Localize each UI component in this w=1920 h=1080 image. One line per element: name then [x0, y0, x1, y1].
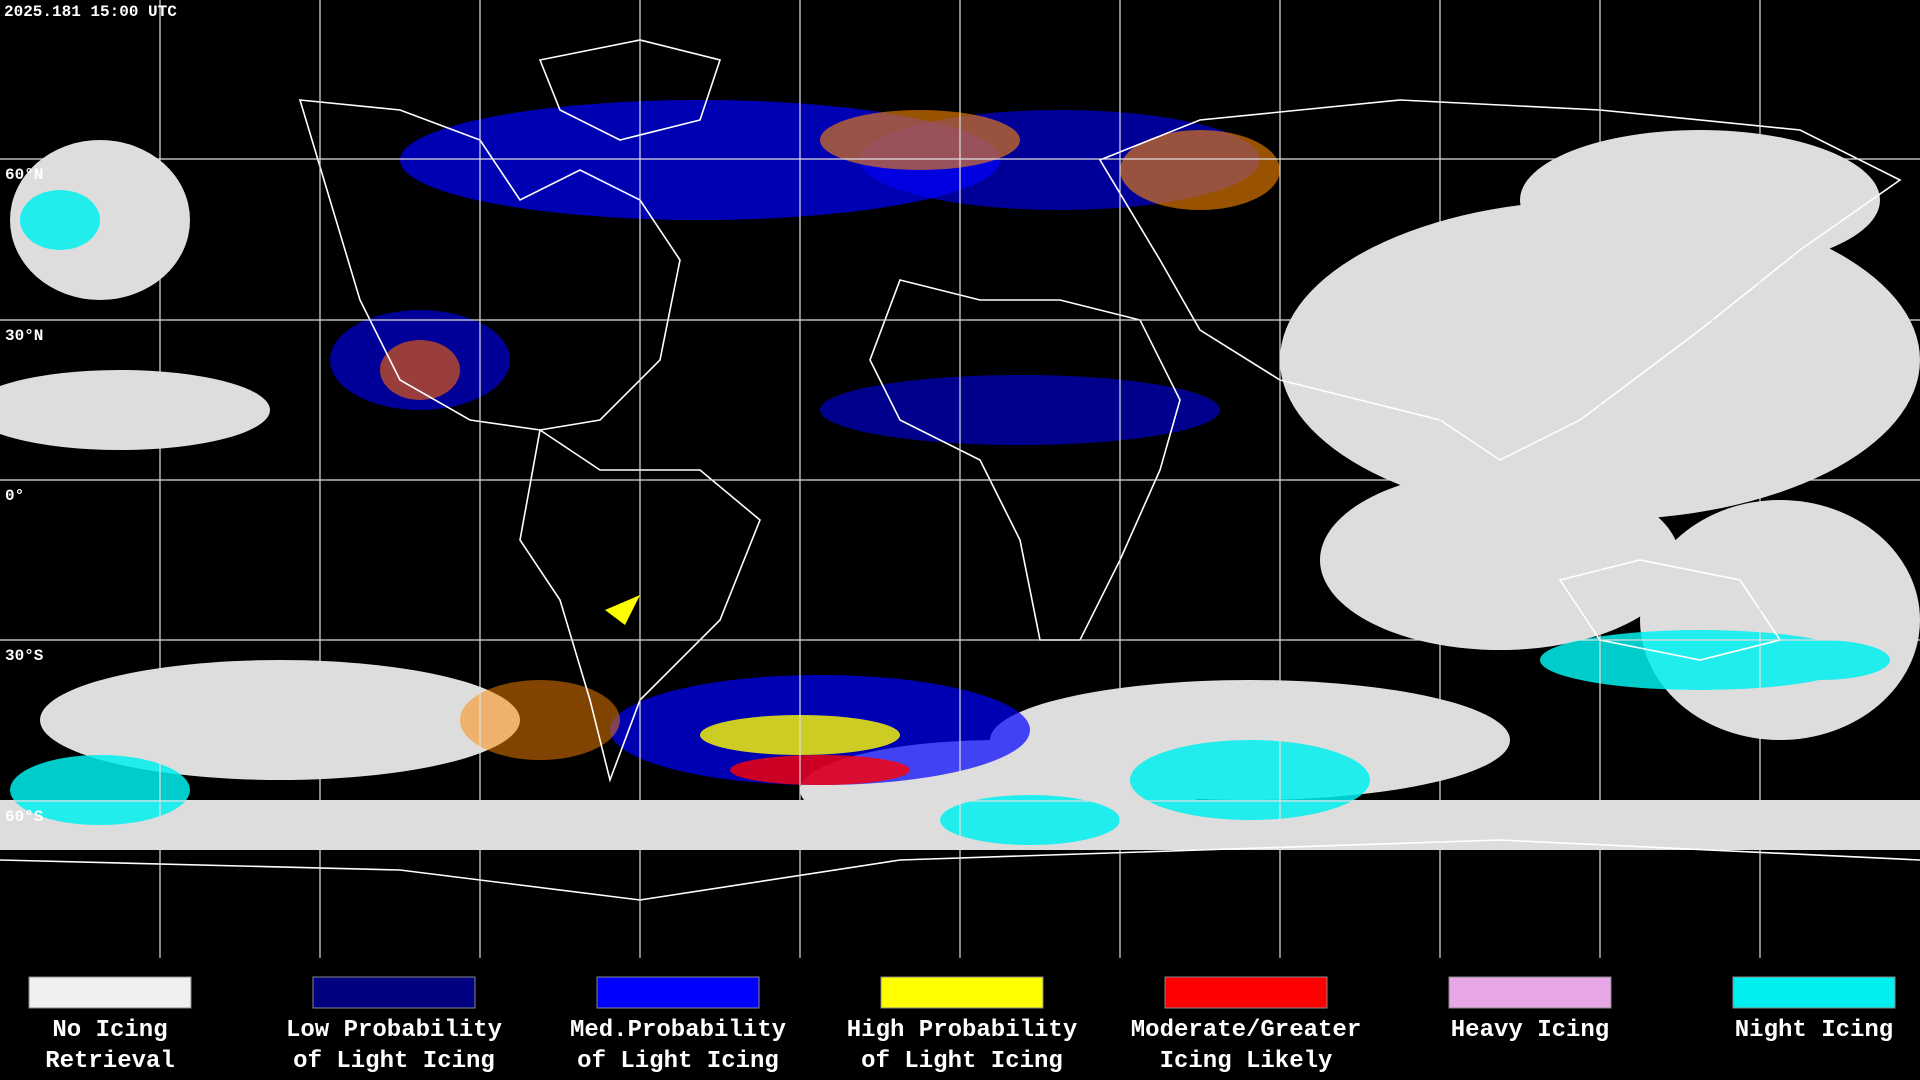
legend-swatch — [596, 976, 760, 1009]
legend-label: Night Icing — [1735, 1017, 1893, 1044]
latitude-label: 60°S — [5, 808, 44, 826]
coastlines — [0, 39, 1920, 901]
legend-label: Icing Likely — [1160, 1048, 1333, 1075]
graticule — [0, 0, 1920, 958]
legend-swatch — [880, 976, 1044, 1009]
latitude-label: 0° — [5, 487, 24, 505]
legend-label: High Probability — [847, 1017, 1077, 1044]
latitude-label: 30°S — [5, 647, 44, 665]
legend-label: Med.Probability — [570, 1017, 786, 1044]
legend-label: of Light Icing — [861, 1048, 1063, 1075]
legend-swatch — [28, 976, 192, 1009]
legend-label: No Icing — [52, 1017, 167, 1044]
legend-swatch — [1448, 976, 1612, 1009]
legend-label: Retrieval — [45, 1048, 175, 1075]
legend-label: of Light Icing — [577, 1048, 779, 1075]
night-icing-areas — [10, 190, 1890, 845]
legend-label: of Light Icing — [293, 1048, 495, 1075]
legend-swatch — [1732, 976, 1896, 1009]
legend-swatch — [1164, 976, 1328, 1009]
map — [0, 0, 1920, 958]
legend-label: Heavy Icing — [1451, 1017, 1609, 1044]
latitude-label: 30°N — [5, 327, 43, 345]
legend-label: Low Probability — [286, 1017, 502, 1044]
latitude-label: 60°N — [5, 166, 43, 184]
latitude-labels: 60°N 30°N 0° 30°S 60°S — [5, 166, 44, 826]
timestamp: 2025.181 15:00 UTC — [4, 3, 177, 21]
legend-swatch — [312, 976, 476, 1009]
legend-label: Moderate/Greater — [1131, 1017, 1361, 1044]
legend: No Icing Retrieval Low Probability of Light… — [28, 976, 1896, 1075]
icing-areas — [330, 100, 1280, 785]
